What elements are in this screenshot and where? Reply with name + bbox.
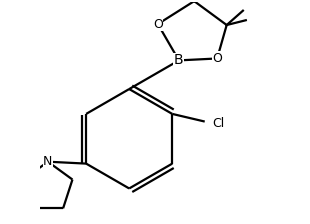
Text: O: O <box>212 52 222 65</box>
Text: O: O <box>153 17 163 30</box>
Text: Cl: Cl <box>212 117 225 130</box>
Text: B: B <box>174 53 184 67</box>
Text: N: N <box>43 155 53 168</box>
